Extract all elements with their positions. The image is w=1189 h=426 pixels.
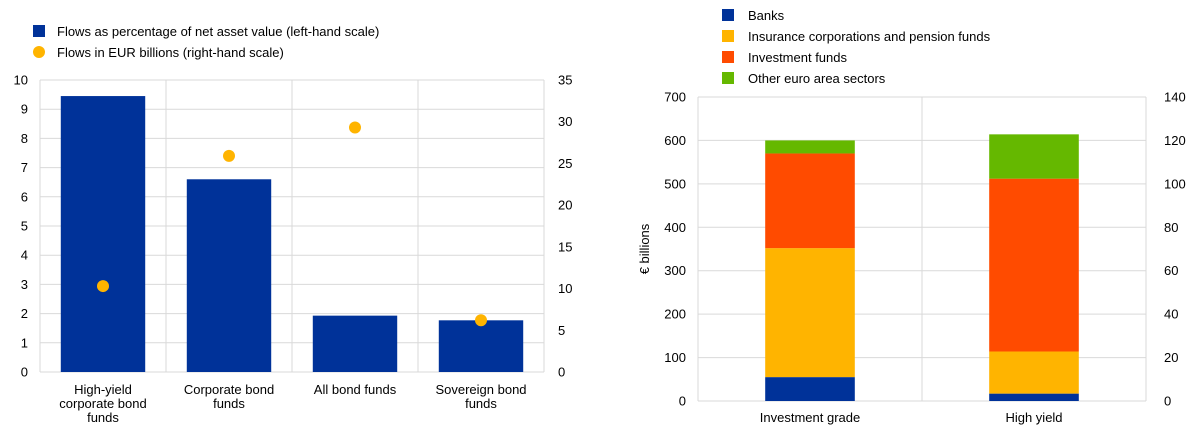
c1-left-tick-label: 10 bbox=[14, 73, 28, 88]
c1-category-label: Corporate bond bbox=[184, 382, 274, 397]
c1-category-label: funds bbox=[213, 396, 245, 411]
c1-left-tick-label: 4 bbox=[21, 248, 28, 263]
c2-legend-label: Insurance corporations and pension funds bbox=[748, 29, 991, 44]
c1-category-label: Sovereign bond bbox=[435, 382, 526, 397]
c1-left-tick-label: 6 bbox=[21, 189, 28, 204]
c2-y-axis-title: € billions bbox=[637, 223, 652, 274]
c1-right-tick-label: 0 bbox=[558, 365, 565, 380]
c1-right-tick-label: 20 bbox=[558, 198, 572, 213]
c1-bar bbox=[60, 96, 146, 372]
c1-left-tick-label: 2 bbox=[21, 306, 28, 321]
c2-bar-segment bbox=[765, 377, 855, 401]
c1-dot bbox=[349, 121, 361, 134]
c1-category-label: All bond funds bbox=[314, 382, 397, 397]
c1-right-tick-label: 5 bbox=[558, 323, 565, 338]
c2-right-tick-label: 40 bbox=[1164, 307, 1178, 322]
c2-left-tick-label: 400 bbox=[664, 220, 686, 235]
c2-bar-segment bbox=[765, 153, 855, 249]
c1-category-label: funds bbox=[87, 410, 119, 425]
c2-right-tick-label: 20 bbox=[1164, 350, 1178, 365]
c1-category-label: corporate bond bbox=[59, 396, 146, 411]
c1-right-tick-label: 10 bbox=[558, 281, 572, 296]
c2-left-tick-label: 700 bbox=[664, 90, 686, 105]
c2-left-tick-label: 100 bbox=[664, 350, 686, 365]
c2-legend-label: Investment funds bbox=[748, 50, 847, 65]
c1-legend-swatch-bar bbox=[33, 25, 45, 37]
c2-legend-swatch bbox=[722, 72, 734, 84]
c2-legend-label: Other euro area sectors bbox=[748, 71, 886, 86]
c2-right-tick-label: 0 bbox=[1164, 394, 1171, 409]
c1-right-tick-label: 35 bbox=[558, 73, 572, 88]
c2-bar-segment bbox=[765, 248, 855, 378]
c1-right-tick-label: 30 bbox=[558, 114, 572, 129]
c1-left-tick-label: 1 bbox=[21, 335, 28, 350]
c1-right-tick-label: 25 bbox=[558, 156, 572, 171]
c1-legend-swatch-dot bbox=[33, 46, 45, 58]
c1-left-tick-label: 5 bbox=[21, 219, 28, 234]
c1-bar bbox=[312, 315, 398, 372]
c2-right-tick-label: 140 bbox=[1164, 90, 1186, 105]
c2-left-tick-label: 500 bbox=[664, 176, 686, 191]
c2-left-tick-label: 200 bbox=[664, 307, 686, 322]
c2-legend-swatch bbox=[722, 30, 734, 42]
c1-right-tick-label: 15 bbox=[558, 239, 572, 254]
c1-left-tick-label: 7 bbox=[21, 160, 28, 175]
c2-category-label: High yield bbox=[1005, 410, 1062, 425]
c2-left-tick-label: 300 bbox=[664, 263, 686, 278]
c2-legend-swatch bbox=[722, 9, 734, 21]
c2-bar-segment bbox=[989, 393, 1079, 401]
c2-left-tick-label: 600 bbox=[664, 133, 686, 148]
c1-category-label: High-yield bbox=[74, 382, 132, 397]
c1-bar bbox=[186, 179, 272, 372]
c2-right-tick-label: 100 bbox=[1164, 176, 1186, 191]
c1-legend-label: Flows as percentage of net asset value (… bbox=[57, 24, 379, 39]
c1-dot bbox=[475, 314, 487, 327]
c2-bar-segment bbox=[989, 178, 1079, 352]
c1-bar bbox=[438, 320, 524, 372]
c1-left-tick-label: 0 bbox=[21, 365, 28, 380]
c1-legend-label: Flows in EUR billions (right-hand scale) bbox=[57, 45, 284, 60]
c2-bar-segment bbox=[989, 134, 1079, 179]
c1-left-tick-label: 9 bbox=[21, 102, 28, 117]
c2-category-label: Investment grade bbox=[760, 410, 860, 425]
c2-right-tick-label: 120 bbox=[1164, 133, 1186, 148]
c2-legend-label: Banks bbox=[748, 8, 785, 23]
c2-left-tick-label: 0 bbox=[679, 394, 686, 409]
c2-bar-segment bbox=[989, 351, 1079, 394]
c2-right-tick-label: 60 bbox=[1164, 263, 1178, 278]
c1-left-tick-label: 3 bbox=[21, 277, 28, 292]
c1-category-label: funds bbox=[465, 396, 497, 411]
c1-dot bbox=[223, 149, 235, 162]
c2-legend-swatch bbox=[722, 51, 734, 63]
c1-left-tick-label: 8 bbox=[21, 131, 28, 146]
c1-dot bbox=[97, 280, 109, 293]
c2-bar-segment bbox=[765, 140, 855, 154]
c2-right-tick-label: 80 bbox=[1164, 220, 1178, 235]
